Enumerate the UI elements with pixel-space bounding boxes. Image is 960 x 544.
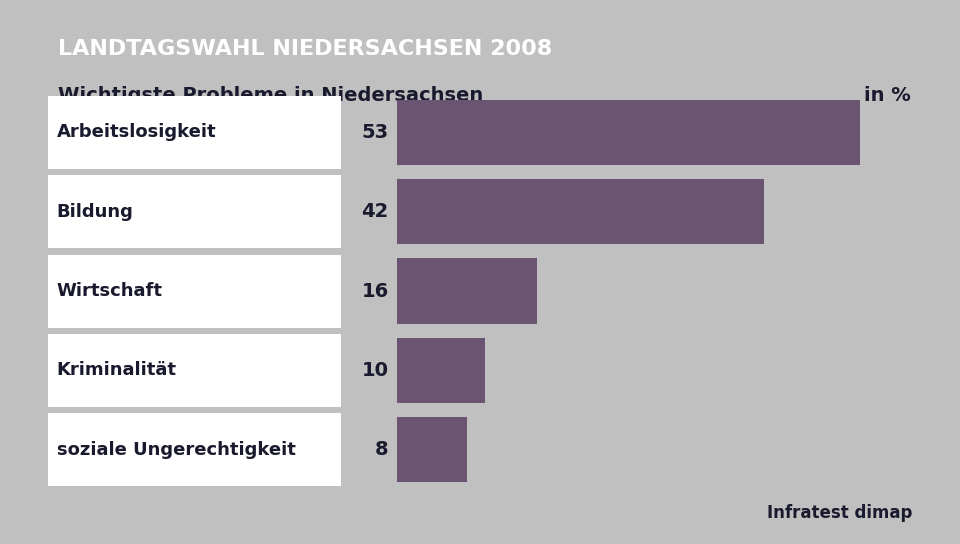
Bar — [48, 96, 341, 169]
Bar — [48, 175, 341, 248]
Text: 16: 16 — [362, 282, 389, 300]
Text: Bildung: Bildung — [57, 202, 133, 221]
Bar — [48, 413, 341, 486]
Bar — [397, 338, 485, 403]
Text: 8: 8 — [375, 441, 389, 459]
Text: 53: 53 — [362, 123, 389, 141]
Bar — [397, 179, 764, 244]
Text: soziale Ungerechtigkeit: soziale Ungerechtigkeit — [57, 441, 296, 459]
Bar — [397, 258, 538, 324]
Bar — [397, 417, 468, 483]
Text: Infratest dimap: Infratest dimap — [767, 504, 912, 522]
Text: Arbeitslosigkeit: Arbeitslosigkeit — [57, 123, 216, 141]
Text: 42: 42 — [362, 202, 389, 221]
Text: Wichtigste Probleme in Niedersachsen: Wichtigste Probleme in Niedersachsen — [59, 86, 484, 104]
Bar — [48, 334, 341, 407]
Text: LANDTAGSWAHL NIEDERSACHSEN 2008: LANDTAGSWAHL NIEDERSACHSEN 2008 — [59, 39, 553, 59]
Text: Wirtschaft: Wirtschaft — [57, 282, 163, 300]
Text: Kriminalität: Kriminalität — [57, 361, 177, 380]
Text: 10: 10 — [362, 361, 389, 380]
Bar — [48, 255, 341, 327]
Bar — [397, 100, 860, 165]
Text: in %: in % — [864, 86, 911, 104]
